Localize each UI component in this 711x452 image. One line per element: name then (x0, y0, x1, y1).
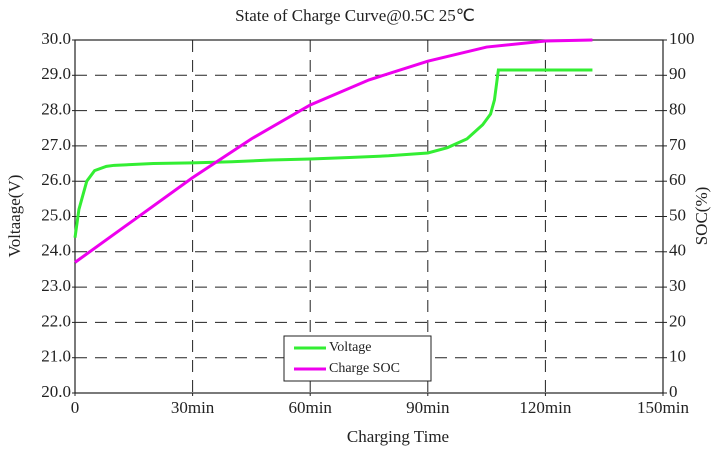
y2-tick-label: 20 (669, 311, 686, 330)
x-axis-label: Charging Time (347, 427, 449, 446)
legend-label: Voltage (329, 340, 372, 355)
x-tick-label: 120min (519, 398, 571, 417)
y-tick-label: 27.0 (41, 135, 71, 154)
series-line (74, 38, 593, 264)
x-tick-label: 0 (71, 398, 80, 417)
y-tick-label: 30.0 (41, 29, 71, 48)
y2-tick-label: 0 (669, 382, 678, 401)
y-tick-label: 29.0 (41, 64, 71, 83)
x-tick-label: 90min (406, 398, 450, 417)
legend-label: Charge SOC (329, 361, 400, 376)
chart-title: State of Charge Curve@0.5C 25℃ (235, 6, 475, 25)
y-tick-label: 21.0 (41, 347, 71, 366)
y2-axis-label: SOC(%) (692, 187, 711, 246)
x-tick-label: 30min (171, 398, 215, 417)
y2-tick-label: 30 (669, 276, 686, 295)
x-tick-label: 60min (288, 398, 332, 417)
y2-tick-label: 50 (669, 205, 686, 224)
y2-tick-label: 40 (669, 241, 686, 260)
y-tick-label: 22.0 (41, 311, 71, 330)
y2-tick-label: 60 (669, 170, 686, 189)
y2-tick-label: 10 (669, 347, 686, 366)
y2-tick-label: 80 (669, 100, 686, 119)
plot-frame (74, 39, 664, 394)
y2-tick-label: 100 (669, 29, 695, 48)
series-line (73, 68, 593, 238)
y-tick-label: 28.0 (41, 100, 71, 119)
y-tick-label: 25.0 (41, 205, 71, 224)
y-tick-label: 20.0 (41, 382, 71, 401)
y-tick-label: 26.0 (41, 170, 71, 189)
y-axis-label: Voltaage(V) (5, 175, 24, 258)
y-tick-label: 23.0 (41, 276, 71, 295)
y2-tick-label: 70 (669, 135, 686, 154)
y-tick-label: 24.0 (41, 241, 71, 260)
y2-tick-label: 90 (669, 64, 686, 83)
x-tick-label: 150min (637, 398, 689, 417)
legend-box (283, 335, 432, 382)
